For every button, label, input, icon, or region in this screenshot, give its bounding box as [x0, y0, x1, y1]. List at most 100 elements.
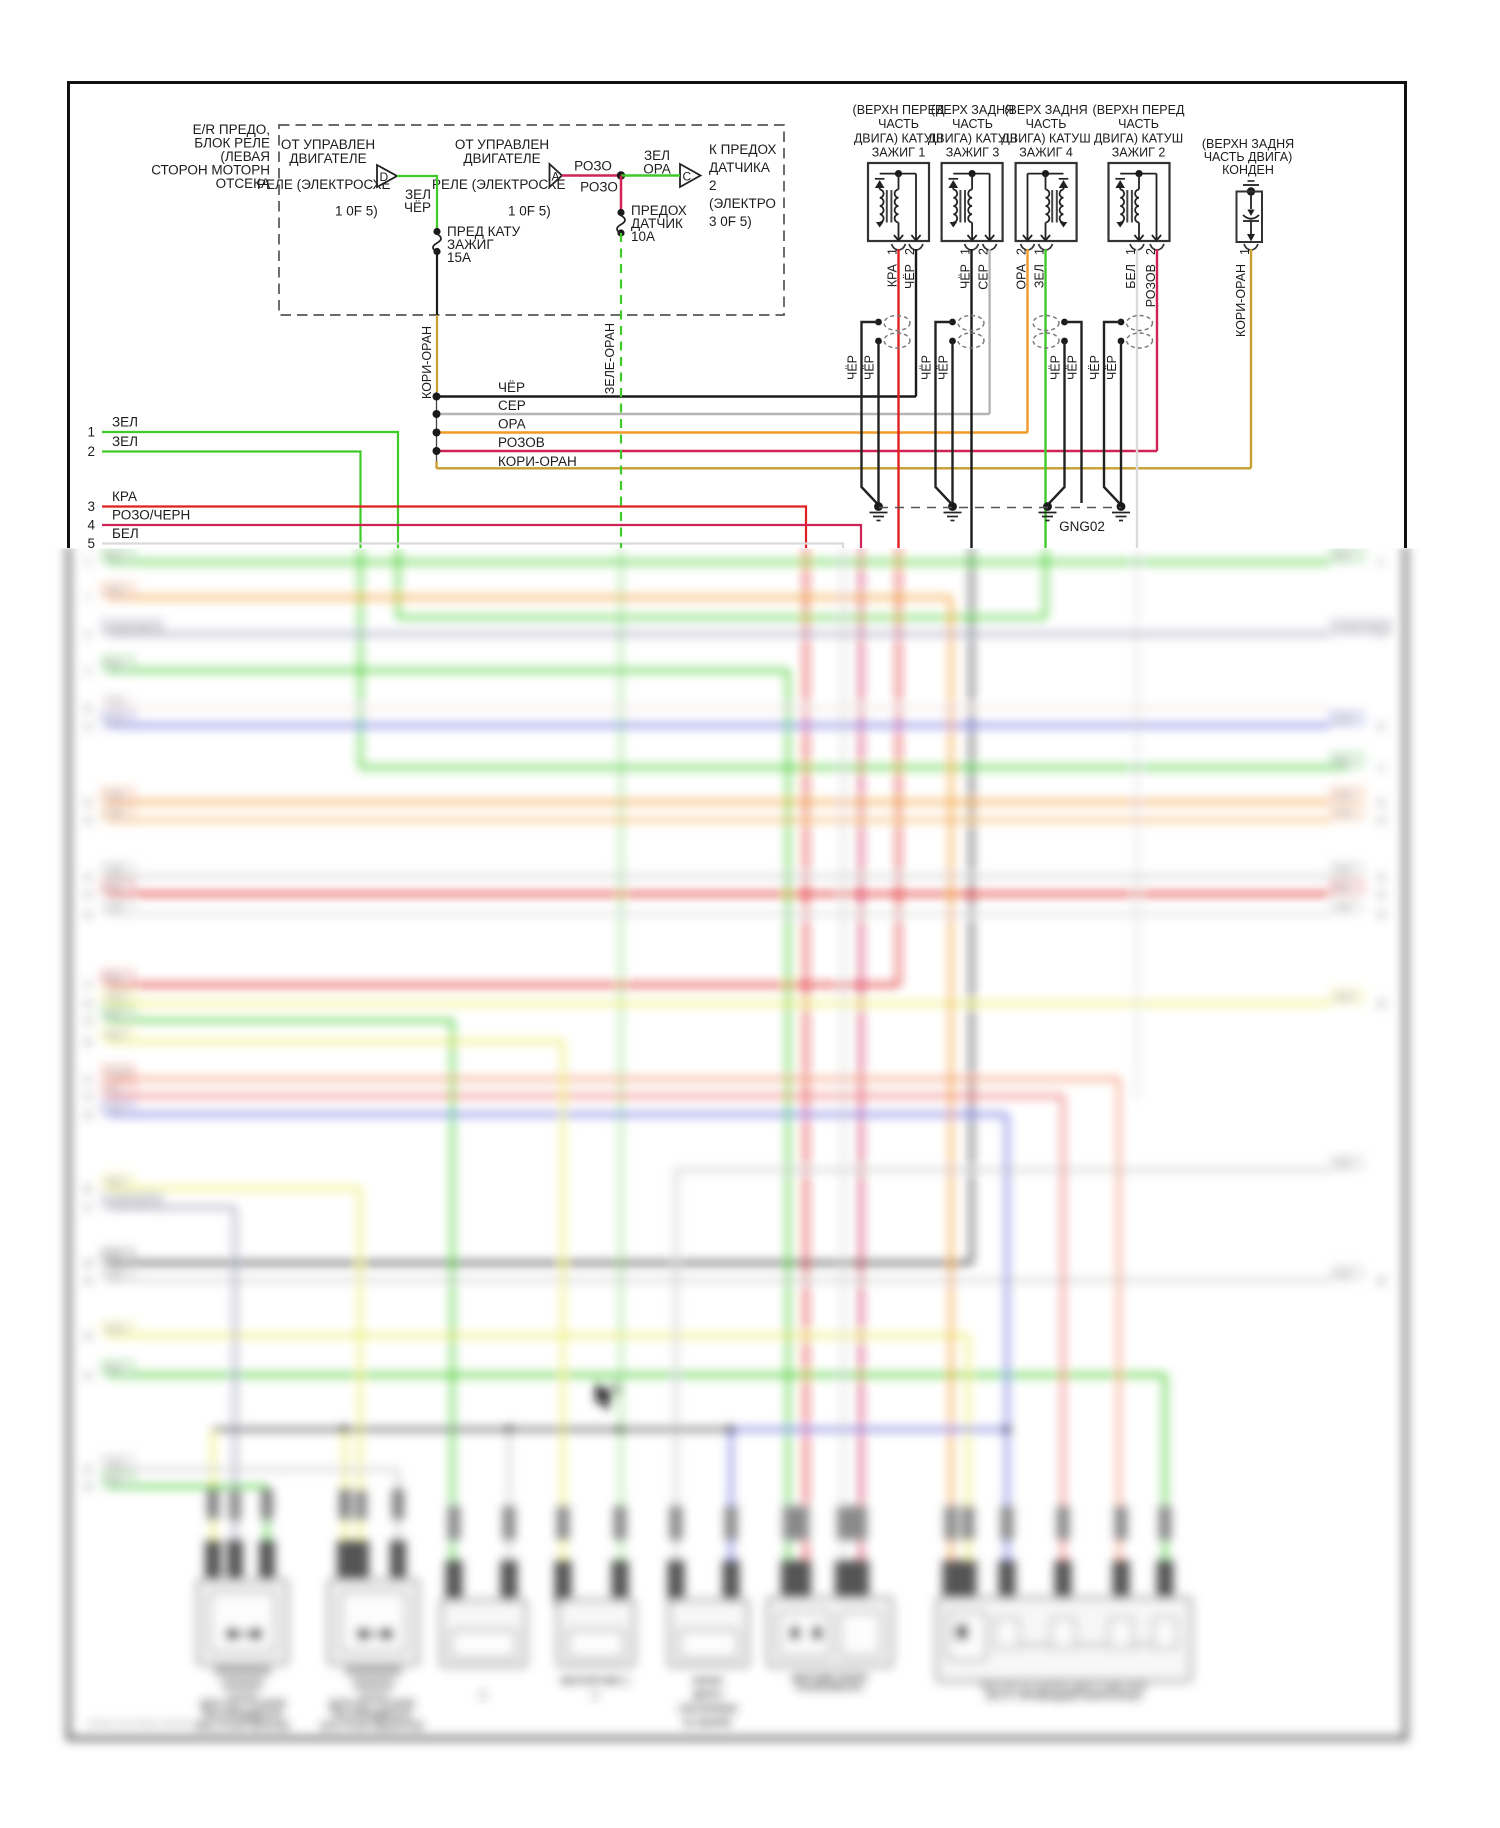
svg-text:(СО СТОР ВПУСК): (СО СТОР ВПУСК)	[197, 1720, 290, 1732]
svg-text:СИНЕ/ЧЕРН: СИНЕ/ЧЕРН	[106, 1196, 158, 1206]
svg-text:ОТ УПРАВЛЕН: ОТ УПРАВЛЕН	[455, 137, 549, 152]
svg-text:9: 9	[1378, 763, 1383, 773]
svg-text:28: 28	[83, 1259, 93, 1269]
svg-text:ЧЁР: ЧЁР	[846, 355, 860, 380]
svg-text:15А: 15А	[447, 250, 471, 265]
svg-text:СЕР: СЕР	[106, 1458, 125, 1468]
svg-text:ЧЁР: ЧЁР	[1105, 355, 1119, 380]
svg-text:СЕР: СЕР	[977, 264, 991, 290]
svg-text:17: 17	[83, 981, 93, 991]
svg-text:30: 30	[83, 1331, 93, 1341]
svg-text:ЗАЖИГ 3: ЗАЖИГ 3	[946, 146, 1000, 160]
svg-text:СЕР: СЕР	[106, 865, 125, 875]
svg-text:ОРА: ОРА	[1335, 809, 1353, 819]
svg-text:СИНЕ/ЧЕРН: СИНЕ/ЧЕРН	[1335, 623, 1387, 633]
svg-text:ОРА: ОРА	[1015, 263, 1029, 289]
svg-text:РОЗ: РОЗ	[106, 697, 124, 707]
svg-text:КРА: КРА	[112, 489, 137, 504]
svg-text:СЕР: СЕР	[106, 903, 125, 913]
svg-text:23: 23	[83, 1110, 93, 1120]
svg-text:КРА: КРА	[106, 883, 123, 893]
svg-text:МОТОРЧИК 1: МОТОРЧИК 1	[561, 1675, 629, 1687]
svg-text:МОТОР В СБОРЕ (ДАТЧ ДЕТОН): МОТОР В СБОРЕ (ДАТЧ ДЕТОН)	[981, 1679, 1148, 1691]
svg-text:КРА: КРА	[886, 263, 900, 287]
svg-text:ЗЕЛ: ЗЕЛ	[405, 187, 431, 202]
svg-text:15: 15	[83, 890, 93, 900]
svg-text:3: 3	[87, 499, 95, 514]
svg-text:РАСПРЕДВАЛА: РАСПРЕДВАЛА	[332, 1709, 412, 1721]
svg-text:ЖЕЛ: ЖЕЛ	[106, 1177, 126, 1187]
svg-text:18: 18	[83, 999, 93, 1009]
svg-text:КРА: КРА	[106, 974, 123, 984]
svg-text:1 0F 5): 1 0F 5)	[508, 204, 551, 219]
svg-text:ЗЕЛ: ЗЕЛ	[106, 1475, 123, 1485]
svg-text:ЗАЖИГ 4: ЗАЖИГ 4	[1019, 146, 1073, 160]
svg-text:СЕР: СЕР	[1335, 903, 1354, 913]
svg-text:ПРЕДОХ: ПРЕДОХ	[631, 203, 687, 218]
svg-text:13: 13	[83, 816, 93, 826]
svg-text:2: 2	[903, 248, 917, 255]
svg-text:(ВЕРХ ЗАДНЯ: (ВЕРХ ЗАДНЯ	[931, 103, 1014, 117]
svg-text:ЧЁР: ЧЁР	[1066, 355, 1080, 380]
svg-text:ЖЕЛ: ЖЕЛ	[106, 992, 126, 1002]
svg-text:14: 14	[1376, 872, 1386, 882]
svg-text:2: 2	[977, 248, 991, 255]
svg-text:18: 18	[1376, 999, 1386, 1009]
svg-text:ДВИГА) КАТУШ: ДВИГА) КАТУШ	[854, 131, 943, 145]
svg-text:ЗЕЛ: ЗЕЛ	[1335, 756, 1352, 766]
svg-text:(СО СТОР ВЫПУСК): (СО СТОР ВЫПУСК)	[321, 1720, 424, 1732]
svg-text:К ПРЕДОХ: К ПРЕДОХ	[709, 142, 776, 157]
svg-text:ЧАСТЬ: ЧАСТЬ	[952, 117, 993, 131]
svg-text:16: 16	[1376, 910, 1386, 920]
svg-text:РЕЛЕ (ЭЛЕКТРОСХЕ: РЕЛЕ (ЭЛЕКТРОСХЕ	[432, 177, 566, 192]
svg-text:СИНЕ/ЧЕРН: СИНЕ/ЧЕРН	[106, 623, 158, 633]
svg-text:СИН: СИН	[106, 714, 125, 724]
svg-text:(ЭЛЕКТРО: (ЭЛЕКТРО	[709, 196, 776, 211]
svg-text:ЗАЖИГ 1: ЗАЖИГ 1	[872, 146, 926, 160]
svg-text:ЧАСТЬ: ЧАСТЬ	[1026, 117, 1067, 131]
svg-text:ЖГУТ ПРОВОДОВ ФОРСУНОК: ЖГУТ ПРОВОДОВ ФОРСУНОК	[985, 1690, 1142, 1702]
svg-text:29: 29	[83, 1276, 93, 1286]
svg-text:ЗЕЛ: ЗЕЛ	[1033, 264, 1047, 288]
svg-text:1: 1	[480, 1689, 486, 1701]
svg-text:РОЗО/ЧЕРН: РОЗО/ЧЕРН	[112, 508, 190, 523]
svg-text:33: 33	[83, 1482, 93, 1492]
svg-text:1: 1	[87, 425, 95, 440]
svg-text:ЗЕЛ: ЗЕЛ	[1335, 551, 1352, 561]
svg-text:ЗЕЛ: ЗЕЛ	[106, 1009, 123, 1019]
svg-text:27: 27	[83, 1203, 93, 1213]
svg-text:(ВЕРХН ПЕРЕД: (ВЕРХН ПЕРЕД	[853, 103, 945, 117]
svg-text:A: A	[552, 170, 560, 184]
svg-text:РОЗОВ: РОЗОВ	[1144, 264, 1158, 307]
svg-text:ЗЕЛ: ЗЕЛ	[106, 551, 123, 561]
svg-text:КОНДЕН: КОНДЕН	[1222, 163, 1274, 177]
svg-text:ОТСЕКА: ОТСЕКА	[216, 176, 270, 191]
svg-text:8: 8	[85, 630, 90, 640]
svg-text:ОРА: ОРА	[106, 809, 124, 819]
svg-text:ЖЕЛ: ЖЕЛ	[106, 1030, 126, 1040]
svg-text:15: 15	[1376, 890, 1386, 900]
svg-text:ЧАСТЬ: ЧАСТЬ	[1118, 117, 1159, 131]
svg-text:26: 26	[83, 1184, 93, 1194]
svg-text:ЧАСТЬ ДВИГА): ЧАСТЬ ДВИГА)	[1204, 150, 1293, 164]
svg-text:1: 1	[1033, 248, 1047, 255]
svg-text:ДВИГА) КАТУШ: ДВИГА) КАТУШ	[928, 131, 1017, 145]
svg-text:8: 8	[1378, 630, 1383, 640]
svg-text:КОРИ-ОРАН: КОРИ-ОРАН	[1234, 264, 1248, 337]
svg-text:29: 29	[1376, 1276, 1386, 1286]
svg-text:2: 2	[1015, 248, 1029, 255]
svg-text:ЗЕЛ: ЗЕЛ	[112, 434, 138, 449]
svg-text:СХЕМА СИСТЕМЫ ЗАЖИГАНИЯ: СХЕМА СИСТЕМЫ ЗАЖИГАНИЯ	[86, 1720, 209, 1729]
svg-text:1: 1	[959, 248, 973, 255]
svg-text:ЗЕЛ: ЗЕЛ	[112, 415, 138, 430]
svg-text:СЕР: СЕР	[1335, 865, 1354, 875]
svg-text:СИН: СИН	[106, 1103, 125, 1113]
svg-text:СЕР: СЕР	[106, 1269, 125, 1279]
svg-text:9: 9	[85, 666, 90, 676]
svg-text:БЕЛ: БЕЛ	[112, 526, 139, 541]
svg-text:СЕР: СЕР	[1335, 1269, 1354, 1279]
svg-text:1: 1	[592, 1689, 598, 1701]
svg-text:ЧЁР: ЧЁР	[106, 1252, 124, 1262]
svg-text:РОЗО: РОЗО	[106, 1068, 131, 1078]
svg-text:ЖЕЛ: ЖЕЛ	[1335, 992, 1355, 1002]
